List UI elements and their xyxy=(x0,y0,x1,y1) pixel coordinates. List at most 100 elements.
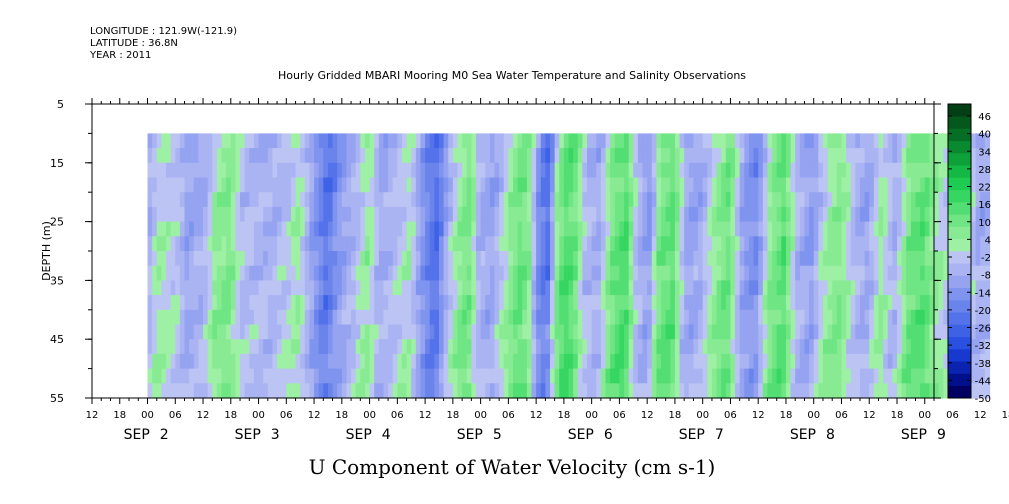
heatmap-cell xyxy=(568,236,574,252)
heatmap-cell xyxy=(434,265,440,281)
heatmap-cell xyxy=(550,280,556,296)
heatmap-cell xyxy=(651,133,658,149)
heatmap-cell xyxy=(314,280,320,296)
heatmap-cell xyxy=(693,236,699,252)
heatmap-cell xyxy=(337,280,343,296)
heatmap-cell xyxy=(873,192,880,208)
heatmap-cell xyxy=(369,236,375,252)
heatmap-cell xyxy=(318,162,324,179)
heatmap-cell xyxy=(739,221,745,237)
heatmap-cell xyxy=(906,324,912,340)
heatmap-cell xyxy=(415,309,422,326)
heatmap-cell xyxy=(397,162,403,179)
heatmap-cell xyxy=(901,383,907,399)
heatmap-cell xyxy=(179,133,186,149)
heatmap-cell xyxy=(628,280,634,296)
heatmap-cell xyxy=(230,295,237,311)
heatmap-cell xyxy=(818,339,824,355)
heatmap-cell xyxy=(841,339,847,355)
heatmap-cell xyxy=(776,162,782,179)
heatmap-cell xyxy=(619,353,625,370)
heatmap-cell xyxy=(290,383,297,399)
heatmap-cell xyxy=(300,353,306,370)
heatmap-cell xyxy=(508,148,514,164)
heatmap-cell xyxy=(721,280,727,296)
heatmap-cell xyxy=(725,368,732,384)
heatmap-cell xyxy=(637,148,644,164)
heatmap-cell xyxy=(762,339,769,355)
heatmap-cell xyxy=(883,192,889,208)
heatmap-cell xyxy=(822,236,829,252)
heatmap-cell xyxy=(448,295,454,311)
heatmap-cell xyxy=(540,324,546,340)
heatmap-cell xyxy=(300,206,306,223)
heatmap-cell xyxy=(212,133,218,149)
heatmap-cell xyxy=(277,133,283,149)
x-day-number: 8 xyxy=(826,427,835,443)
heatmap-cell xyxy=(711,236,718,252)
heatmap-cell xyxy=(420,280,426,296)
colorbar-label: 10 xyxy=(978,218,991,229)
heatmap-cell xyxy=(637,383,644,399)
heatmap-cell xyxy=(221,324,227,340)
heatmap-cell xyxy=(628,383,634,399)
heatmap-cell xyxy=(226,295,232,311)
heatmap-cell xyxy=(249,353,255,370)
heatmap-cell xyxy=(536,133,542,149)
heatmap-cell xyxy=(827,162,833,179)
heatmap-cell xyxy=(665,309,671,326)
heatmap-cell xyxy=(873,339,880,355)
heatmap-cell xyxy=(971,353,977,370)
heatmap-cell xyxy=(531,148,537,164)
heatmap-cell xyxy=(513,265,519,281)
heatmap-cell xyxy=(189,383,195,399)
heatmap-cell xyxy=(550,383,556,399)
heatmap-cell xyxy=(508,368,514,384)
heatmap-cell xyxy=(244,251,250,267)
x-tick-label: 00 xyxy=(585,410,598,421)
heatmap-cell xyxy=(161,295,167,311)
heatmap-cell xyxy=(693,251,699,267)
heatmap-cell xyxy=(892,353,898,370)
heatmap-cell xyxy=(901,295,907,311)
heatmap-cell xyxy=(906,221,912,237)
heatmap-cell xyxy=(429,192,435,208)
heatmap-cell xyxy=(605,295,611,311)
heatmap-cell xyxy=(628,309,634,326)
heatmap-cell xyxy=(772,383,778,399)
heatmap-cell xyxy=(971,177,977,193)
heatmap-cell xyxy=(244,162,250,179)
heatmap-cell xyxy=(332,353,338,370)
heatmap-cell xyxy=(415,265,422,281)
heatmap-cell xyxy=(587,295,593,311)
heatmap-cell xyxy=(277,148,283,164)
heatmap-cell xyxy=(152,236,158,252)
heatmap-cell xyxy=(452,148,459,164)
heatmap-cell xyxy=(184,265,190,281)
heatmap-cell xyxy=(531,339,537,355)
heatmap-cell xyxy=(466,206,472,223)
heatmap-cell xyxy=(545,324,551,340)
heatmap-cell xyxy=(721,221,727,237)
heatmap-cell xyxy=(499,383,505,399)
heatmap-cell xyxy=(263,368,269,384)
heatmap-cell xyxy=(859,368,866,384)
heatmap-cell xyxy=(725,280,732,296)
heatmap-cell xyxy=(739,353,745,370)
heatmap-cell xyxy=(253,162,260,179)
heatmap-cell xyxy=(401,133,408,149)
heatmap-cell xyxy=(924,221,930,237)
heatmap-cell xyxy=(883,309,889,326)
heatmap-cell xyxy=(633,148,639,164)
heatmap-cell xyxy=(156,309,162,326)
heatmap-cell xyxy=(522,383,528,399)
heatmap-cell xyxy=(762,309,769,326)
heatmap-cell xyxy=(531,133,537,149)
heatmap-cell xyxy=(300,324,306,340)
heatmap-cell xyxy=(475,192,482,208)
heatmap-cell xyxy=(744,295,750,311)
x-tick-label: 06 xyxy=(946,410,959,421)
heatmap-cell xyxy=(656,221,662,237)
heatmap-cell xyxy=(244,353,250,370)
heatmap-cell xyxy=(804,162,810,179)
